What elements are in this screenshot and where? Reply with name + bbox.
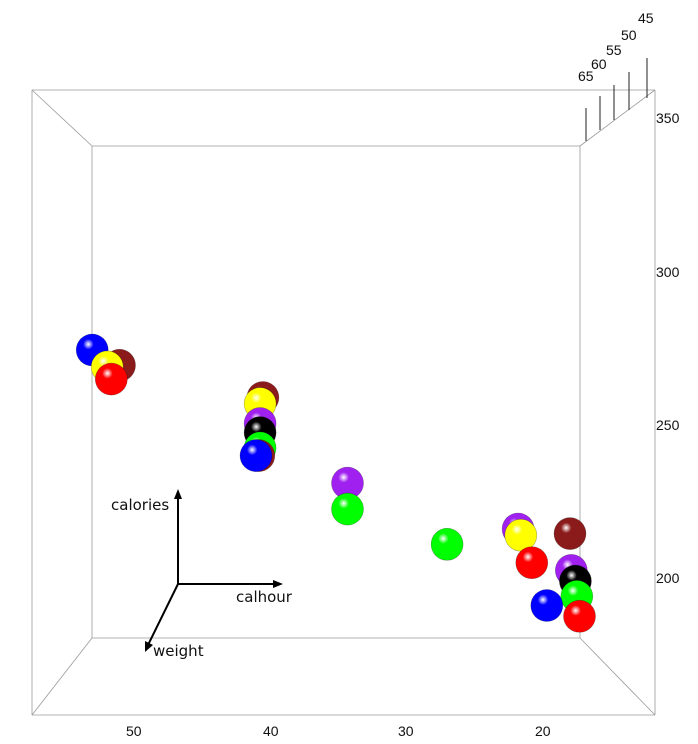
z-tick-label: 60 — [591, 56, 607, 72]
data-point — [553, 517, 587, 550]
bounding-box — [31, 89, 656, 716]
z-tick-label: 50 — [621, 27, 637, 43]
y-axis-ticks: 350 300 250 200 — [656, 110, 680, 586]
x-tick-label: 20 — [535, 723, 551, 739]
data-point — [530, 589, 564, 622]
data-points — [75, 333, 596, 633]
data-point — [239, 439, 273, 472]
z-tick-label: 65 — [578, 68, 594, 84]
data-point — [504, 518, 538, 552]
y-tick-label: 200 — [656, 570, 680, 586]
axis-orientation-widget: calories calhour weight — [111, 489, 293, 660]
x-tick-label: 40 — [263, 723, 279, 739]
y-tick-label: 350 — [656, 110, 680, 126]
data-point — [563, 599, 596, 633]
data-point — [331, 492, 364, 526]
y-tick-label: 250 — [656, 417, 680, 433]
y-tick-label: 300 — [656, 264, 680, 280]
x-axis-ticks: 50 40 30 20 — [126, 723, 551, 739]
x-tick-label: 30 — [398, 723, 414, 739]
z-axis-label: weight — [153, 642, 204, 660]
x-axis-label: calhour — [236, 588, 293, 606]
data-point — [515, 546, 549, 580]
x-tick-label: 50 — [126, 723, 142, 739]
z-axis-ticks: 65 60 55 50 45 — [578, 10, 654, 141]
z-tick-label: 55 — [606, 42, 622, 58]
z-tick-label: 45 — [638, 10, 654, 26]
y-axis-label: calories — [111, 496, 169, 514]
data-point — [430, 527, 464, 561]
data-point — [95, 362, 128, 396]
